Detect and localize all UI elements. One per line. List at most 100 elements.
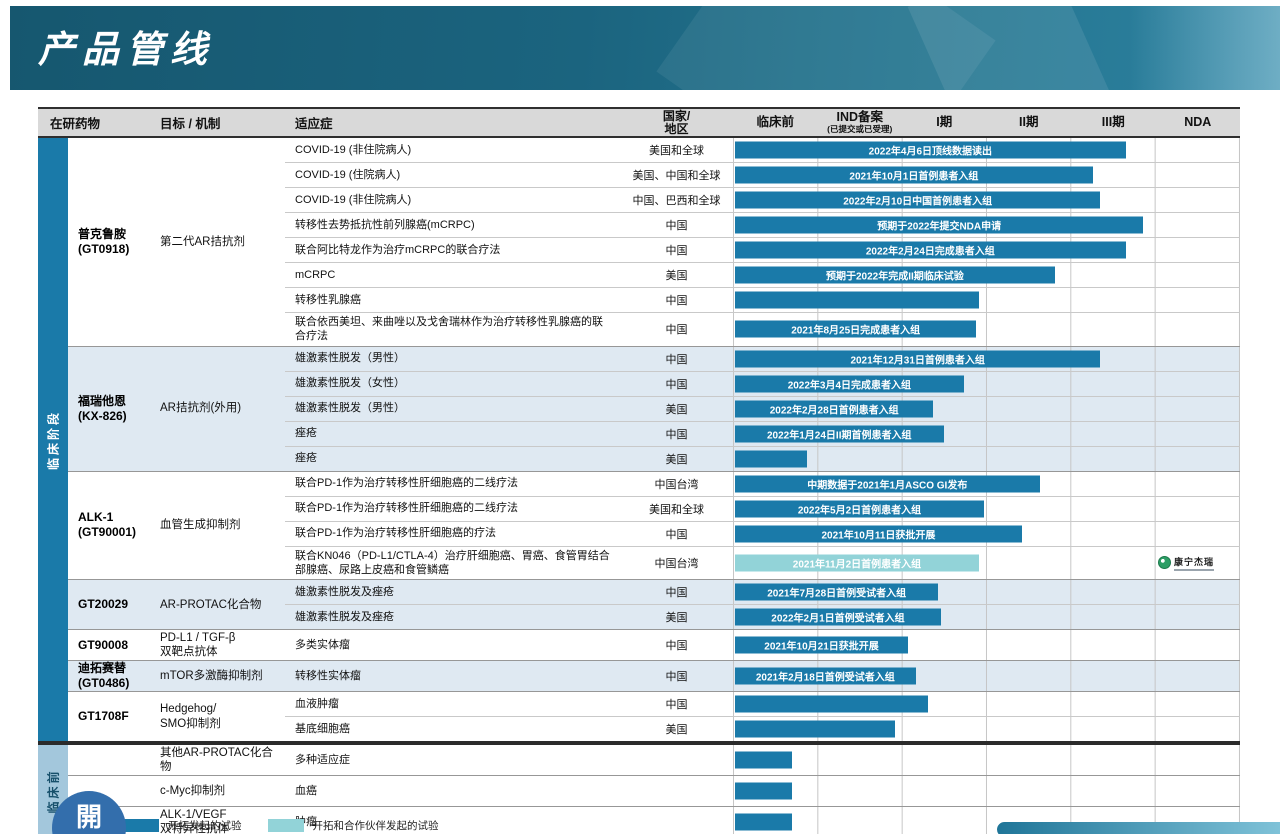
phase-header-5: III期 (1071, 115, 1156, 129)
indication-cell: 转移性实体瘤 (295, 670, 361, 683)
pipeline-group: ALK-1 (GT90001) 血管生成抑制剂 联合PD-1作为治疗转移性肝细胞癌的二… (68, 470, 1240, 580)
pipeline-row: 联合依西美坦、来曲唑以及戈舍瑞林作为治疗转移性乳腺癌的联合疗法 中国 2021年8月… (285, 312, 1240, 346)
progress-bar: 2022年3月4日完成患者入组 (735, 375, 964, 393)
pipeline-row: 转移性去势抵抗性前列腺癌(mCRPC) 中国 预期于2022年提交NDA申请 (285, 212, 1240, 237)
legend-item: 开拓发起的试验 (123, 818, 242, 833)
region-cell: 中国台湾 (654, 557, 699, 570)
phase-track (733, 446, 1240, 471)
drug-cell (68, 745, 160, 775)
bar-label: 2021年12月31日首例患者入组 (850, 355, 985, 367)
progress-bar (735, 291, 979, 309)
drug-code: (GT90001) (78, 525, 137, 540)
pipeline-row: 血液肿瘤 中国 (285, 692, 1240, 717)
bar-label: 2021年8月25日完成患者入组 (791, 325, 921, 337)
progress-bar (735, 695, 929, 713)
region-cell: 中国、巴西和全球 (632, 195, 721, 207)
phase-track: 2021年2月18日首例受试者入组 (733, 661, 1240, 692)
indication-cell: 雄激素性脱发及痤疮 (295, 611, 394, 624)
legend-item: 开拓和合作伙伴发起的试验 (267, 818, 439, 833)
region-cell: 中国 (665, 245, 688, 257)
indication-cell: 雄激素性脱发及痤疮 (295, 586, 394, 599)
pipeline-row: 雄激素性脱发（女性） 中国 2022年3月4日完成患者入组 (285, 370, 1240, 396)
indication-cell: COVID-19 (非住院病人) (295, 193, 412, 206)
phase-track: 2021年12月31日首例患者入组 (733, 346, 1240, 371)
bar-label: 2022年2月10日中国首例患者入组 (843, 196, 993, 208)
phase-track: 2021年10月21日获批开展 (733, 630, 1240, 661)
bottom-right-decoration (997, 822, 1280, 834)
bar-label: 2022年5月2日首例患者入组 (797, 505, 922, 517)
phase-label: I期 (936, 114, 953, 129)
pipeline-row: 痤疮 美国 (285, 445, 1240, 471)
drug-cell: ALK-1 (GT90001) (68, 472, 160, 580)
phase-track: 2022年2月1日首例受试者入组 (733, 605, 1240, 630)
bar-label: 2021年10月21日获批开展 (764, 641, 879, 653)
drug-cell: GT90008 (68, 630, 160, 660)
region-cell: 中国 (665, 220, 688, 232)
pipeline-row: 血癌 (285, 776, 1240, 807)
pipeline-row: 雄激素性脱发及痤疮 美国 2022年2月1日首例受试者入组 (285, 604, 1240, 630)
bar-label: 预期于2022年完成II期临床试验 (826, 271, 964, 283)
region-cell: 中国 (665, 587, 688, 600)
phase-headers: 临床前 IND备案 (已提交或已受理) I期 II期 III期 NDA (733, 109, 1240, 136)
mechanism-cell: PD-L1 / TGF-β 双靶点抗体 (160, 631, 236, 659)
drug-name: 福瑞他恩 (78, 393, 127, 408)
phase-header-6: NDA (1156, 114, 1241, 129)
legend-label: 开拓发起的试验 (168, 820, 242, 832)
indication-cell: mCRPC (295, 268, 336, 281)
pipeline-table: 临床阶段 普克鲁胺 (GT0918) 第二代AR拮抗剂 COVID-19 (非住院病人… (38, 138, 1240, 834)
phase-track: 2022年2月28日首例患者入组 (733, 396, 1240, 421)
pipeline-row: mCRPC 美国 预期于2022年完成II期临床试验 (285, 262, 1240, 287)
region-cell: 中国 (665, 324, 688, 337)
phase-track: 2022年3月4日完成患者入组 (733, 371, 1240, 396)
drug-cell: 普克鲁胺 (GT0918) (68, 138, 160, 346)
indication-cell: 多类实体瘤 (295, 639, 350, 652)
mechanism-cell: 血管生成抑制剂 (160, 519, 241, 532)
pipeline-group: 普克鲁胺 (GT0918) 第二代AR拮抗剂 COVID-19 (非住院病人) 美国和全… (68, 138, 1240, 346)
mechanism-cell: mTOR多激酶抑制剂 (160, 670, 263, 682)
indication-cell: 联合阿比特龙作为治疗mCRPC的联合疗法 (295, 243, 501, 256)
title-banner: 产品管线 (10, 6, 1280, 90)
pipeline-row: COVID-19 (非住院病人) 美国和全球 2022年4月6日顶线数据读出 (285, 138, 1240, 162)
bar-label: 2021年10月1日首例患者入组 (849, 171, 979, 183)
bar-label: 2022年2月1日首例受试者入组 (771, 613, 905, 625)
legend-swatch-dark (123, 819, 159, 832)
bar-label: 2022年4月6日顶线数据读出 (868, 146, 993, 158)
indication-cell: 血癌 (295, 785, 317, 798)
region-cell: 美国 (665, 270, 688, 282)
progress-bar: 2021年7月28日首例受试者入组 (735, 583, 939, 601)
region-cell: 中国 (665, 295, 688, 307)
progress-bar: 2022年4月6日顶线数据读出 (735, 141, 1126, 159)
phase-track (733, 288, 1240, 312)
indication-cell: 基底细胞癌 (295, 723, 350, 736)
phase-track: 2022年5月2日首例患者入组 (733, 496, 1240, 521)
drug-cell: 迪拓赛替 (GT0486) (68, 661, 160, 691)
drug-cell: GT1708F (68, 692, 160, 741)
bar-label: 中期数据于2021年1月ASCO GI发布 (807, 480, 968, 492)
bar-label: 2021年11月2日首例患者入组 (792, 559, 922, 571)
indication-cell: 联合依西美坦、来曲唑以及戈舍瑞林作为治疗转移性乳腺癌的联合疗法 (295, 316, 603, 343)
pipeline-row: 多类实体瘤 中国 2021年10月21日获批开展 (285, 630, 1240, 661)
mechanism-cell: 其他AR-PROTAC化合物 (160, 746, 273, 774)
drug-code: (GT0486) (78, 676, 130, 691)
region-cell: 美国 (665, 724, 688, 737)
pipeline-row: 雄激素性脱发（男性） 中国 2021年12月31日首例患者入组 (285, 346, 1240, 371)
phase-label: II期 (1019, 114, 1039, 129)
phase-label: 临床前 (756, 114, 794, 129)
drug-cell: 福瑞他恩 (KX-826) (68, 347, 160, 471)
drug-name: 普克鲁胺 (78, 226, 127, 241)
indication-cell: 痤疮 (295, 427, 317, 440)
legend: 开拓发起的试验 开拓和合作伙伴发起的试验 (123, 818, 465, 833)
phase-label: IND备案 (836, 109, 884, 124)
progress-bar: 2021年10月11日获批开展 (735, 525, 1022, 543)
region-cell: 美国 (665, 612, 688, 625)
section-divider (38, 741, 1240, 746)
phase-label: NDA (1184, 114, 1212, 129)
banner-graphic-streak (907, 6, 1143, 90)
drug-name: GT20029 (78, 597, 129, 612)
phase-track (733, 776, 1240, 807)
preclinical-section: 临床前 其他AR-PROTAC化合物 多种适应症 c-Myc抑制剂 血癌 ALK-1/V… (38, 745, 1240, 834)
phase-track (733, 692, 1240, 717)
progress-bar (735, 813, 792, 831)
region-cell: 中国 (665, 640, 688, 653)
